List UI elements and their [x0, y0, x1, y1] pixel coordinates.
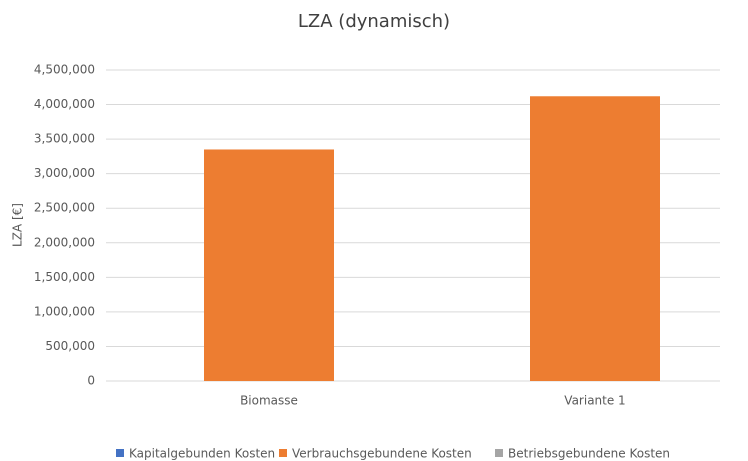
legend-label: Betriebsgebundene Kosten: [508, 447, 670, 461]
y-tick-label: 2,500,000: [34, 201, 95, 215]
legend-swatch: [495, 449, 503, 457]
y-tick-label: 1,500,000: [34, 270, 95, 284]
y-axis-label: LZA [€]: [11, 203, 25, 247]
y-tick-label: 4,000,000: [34, 97, 95, 111]
x-tick-label: Variante 1: [564, 394, 625, 408]
bar-segment: [530, 96, 660, 382]
legend-label: Verbrauchsgebundene Kosten: [292, 447, 472, 461]
y-tick-label: 0: [87, 374, 95, 388]
chart-title: LZA (dynamisch): [298, 11, 450, 32]
y-tick-label: 1,000,000: [34, 304, 95, 318]
x-tick-label: Biomasse: [240, 394, 298, 408]
bar-segment: [204, 149, 334, 381]
legend-swatch: [116, 449, 124, 457]
y-tick-label: 2,000,000: [34, 235, 95, 249]
y-tick-label: 3,000,000: [34, 166, 95, 180]
y-tick-label: 3,500,000: [34, 132, 95, 146]
y-tick-label: 4,500,000: [34, 63, 95, 77]
legend-label: Kapitalgebunden Kosten: [129, 447, 275, 461]
y-tick-label: 500,000: [45, 339, 95, 353]
legend-swatch: [279, 449, 287, 457]
